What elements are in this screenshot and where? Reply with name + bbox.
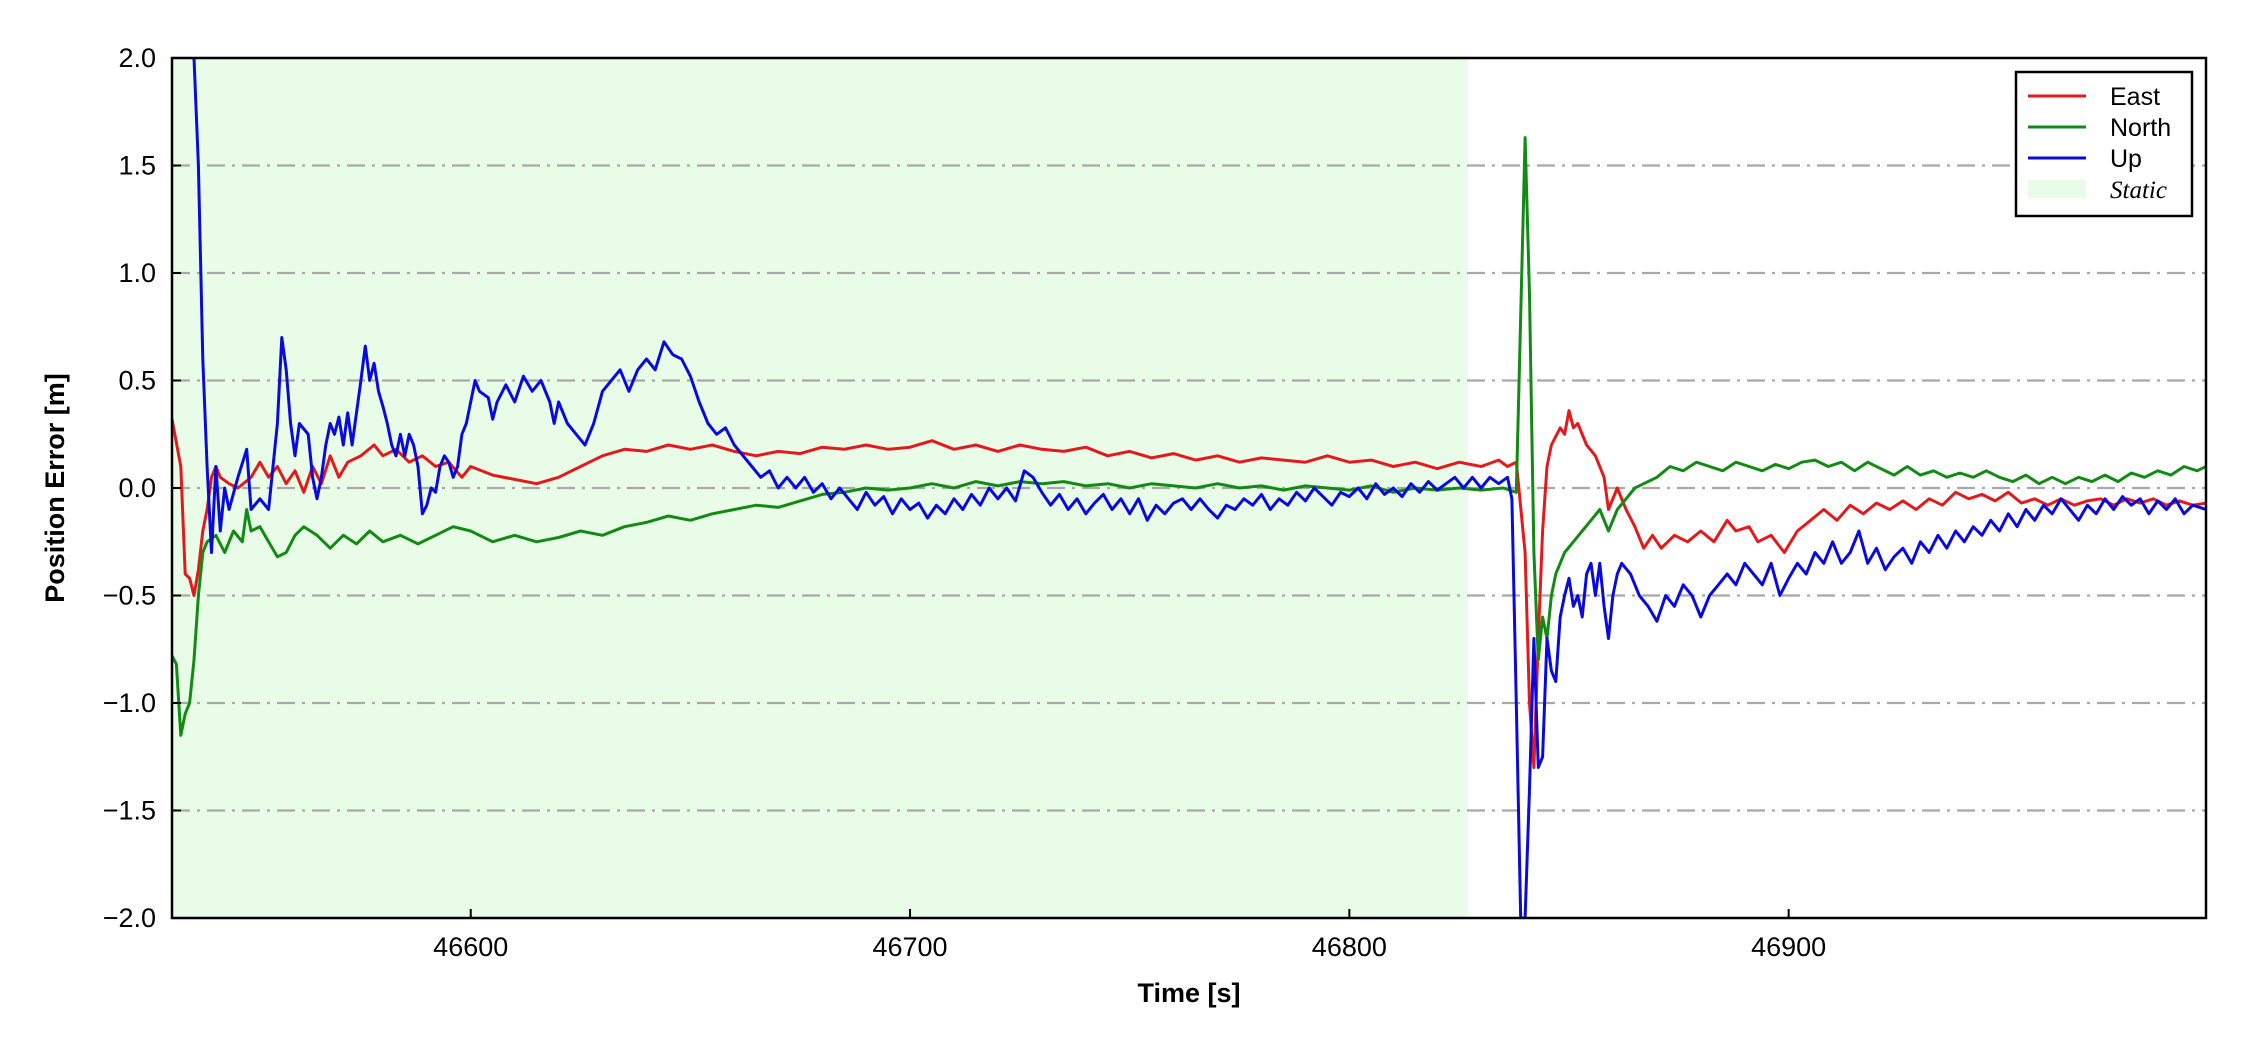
tick-layer: 46600 46700 46800 46900 −2.0 −1.5 −1.0 −0.5 0.0 0… — [103, 43, 1827, 962]
legend-swatch-static — [2028, 180, 2086, 198]
x-tick-label: 46900 — [1751, 932, 1826, 962]
y-tick-label: −2.0 — [103, 903, 156, 933]
y-tick-label: 2.0 — [118, 43, 156, 73]
y-tick-label: 0.5 — [118, 366, 156, 396]
x-axis-title: Time [s] — [1137, 978, 1240, 1008]
x-tick-label: 46600 — [433, 932, 508, 962]
x-tick-label: 46700 — [872, 932, 947, 962]
y-tick-label: −1.0 — [103, 688, 156, 718]
legend-label-east: East — [2110, 83, 2160, 111]
series-line-north — [172, 136, 2206, 737]
legend-label-static: Static — [2110, 177, 2167, 204]
x-tick-label: 46800 — [1312, 932, 1387, 962]
series-line-east — [172, 409, 2206, 769]
legend-label-up: Up — [2110, 145, 2142, 173]
y-tick-label: 0.0 — [118, 473, 156, 503]
y-tick-label: −1.5 — [103, 796, 156, 826]
y-tick-label: −0.5 — [103, 581, 156, 611]
y-tick-label: 1.0 — [118, 258, 156, 288]
y-axis-title: Position Error [m] — [40, 373, 70, 603]
legend-label-north: North — [2110, 114, 2171, 142]
series-line-up — [192, 58, 2206, 918]
series-layer — [172, 58, 2206, 918]
legend: East North Up Static — [2014, 70, 2194, 218]
y-tick-label: 1.5 — [118, 151, 156, 181]
